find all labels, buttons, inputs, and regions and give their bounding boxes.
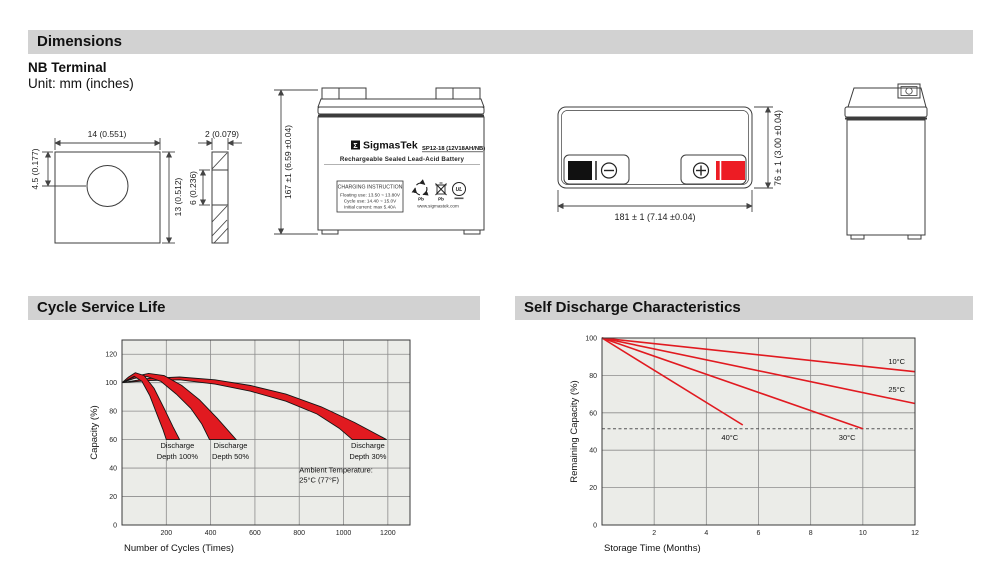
temperature-line — [601, 337, 744, 426]
brand-glyph: Σ — [353, 143, 357, 150]
ul-certification-icon: UL — [452, 182, 466, 200]
chart-annotation: Discharge — [161, 441, 195, 450]
chart-annotation: Depth 50% — [212, 452, 249, 461]
recycle-pb-icon — [411, 179, 429, 196]
x-axis-title: Number of Cycles (Times) — [124, 543, 234, 554]
discharge-depth-band — [121, 376, 387, 441]
dim-terminal-slot: 6 (0.236) — [188, 171, 198, 205]
x-tick-label: 6 — [757, 530, 761, 537]
trash-pb-icon — [435, 182, 447, 196]
positive-terminal-icon — [692, 162, 710, 179]
pb-recycle-label: Pb — [418, 197, 424, 202]
battery-side-drawing — [844, 83, 928, 240]
x-tick-label: 800 — [293, 530, 305, 537]
charging-line2: Cycle use: 14.40 ~ 15.0V — [344, 199, 397, 204]
dim-battery-height: 167 ±1 (6.59 ±0.04) — [283, 125, 293, 199]
battery-subtitle: Rechargeable Sealed Lead-Acid Battery — [340, 156, 465, 163]
charging-line1: Floating use: 13.50 ~ 13.80V — [340, 193, 401, 198]
negative-terminal-swatch — [568, 161, 592, 180]
series-label: 25°C — [888, 385, 905, 394]
temperature-line — [601, 337, 916, 405]
dim-terminal-hole-offset: 4.5 (0.177) — [30, 148, 40, 189]
battery-front-drawing: 167 ±1 (6.59 ±0.04) Σ SigmasTek SP12-18 … — [274, 87, 485, 235]
positive-terminal-swatch — [716, 161, 745, 180]
x-tick-label: 400 — [205, 530, 217, 537]
terminal-side-drawing: 2 (0.079) 6 (0.236) — [188, 129, 242, 244]
section-header-dimensions: Dimensions — [28, 30, 973, 54]
x-tick-label: 2 — [652, 530, 656, 537]
y-tick-label: 100 — [585, 336, 597, 343]
x-tick-label: 600 — [249, 530, 261, 537]
website-text: www.sigmastek.com — [417, 204, 459, 209]
x-tick-label: 4 — [704, 530, 708, 537]
terminal-hole — [86, 165, 129, 207]
x-tick-label: 12 — [911, 530, 919, 537]
y-tick-label: 60 — [109, 437, 117, 444]
x-tick-label: 1000 — [336, 530, 352, 537]
chart-annotation: Discharge — [351, 441, 385, 450]
battery-top-drawing: 181 ± 1 (7.14 ±0.04) 76 ± 1 (3.00 ±0.04) — [557, 106, 783, 222]
y-tick-label: 20 — [109, 494, 117, 501]
y-tick-label: 0 — [113, 523, 117, 530]
section-header-self-discharge: Self Discharge Characteristics — [515, 296, 973, 320]
y-tick-label: 40 — [589, 448, 597, 455]
chart-annotation: Depth 100% — [157, 452, 199, 461]
y-tick-label: 80 — [109, 409, 117, 416]
negative-terminal-icon — [600, 162, 618, 179]
pb-trash-label: Pb — [438, 197, 444, 202]
discharge-depth-band — [121, 372, 238, 441]
model-text: SP12-18 (12V18AH/NB) — [422, 146, 485, 152]
series-label: 10°C — [888, 357, 905, 366]
terminal-type-heading: NB Terminal — [28, 60, 107, 75]
y-axis-title: Capacity (%) — [89, 405, 100, 459]
brand-text: SigmasTek — [363, 140, 418, 152]
dimension-drawings: 14 (0.551) 4.5 (0.177) 13 (0.512) 2 (0.0… — [30, 83, 928, 244]
y-tick-label: 20 — [589, 485, 597, 492]
terminal-front-drawing: 14 (0.551) 4.5 (0.177) 13 (0.512) — [30, 129, 183, 244]
y-tick-label: 100 — [105, 380, 117, 387]
dim-terminal-width: 14 (0.551) — [88, 129, 127, 139]
section-header-cycle-service-life: Cycle Service Life — [28, 296, 480, 320]
x-tick-label: 200 — [160, 530, 172, 537]
cycle-service-life-chart: 200 400 600 800 1000 1200 0 20 40 60 80 100 120 Disch… — [89, 339, 411, 554]
x-tick-label: 10 — [859, 530, 867, 537]
y-tick-label: 120 — [105, 352, 117, 359]
y-tick-label: 0 — [593, 523, 597, 530]
temperature-line — [601, 337, 864, 430]
unit-note: Unit: mm (inches) — [28, 76, 134, 91]
svg-text:UL: UL — [456, 187, 463, 193]
chart-annotation: 25°C (77°F) — [299, 475, 339, 484]
x-tick-label: 1200 — [380, 530, 396, 537]
y-tick-label: 40 — [109, 466, 117, 473]
charging-line3: Initial current: max 5.40A — [344, 205, 397, 210]
chart-annotation: Depth 30% — [349, 452, 386, 461]
y-axis-title: Remaining Capacity (%) — [569, 380, 580, 482]
series-label: 30°C — [839, 433, 856, 442]
x-axis-title: Storage Time (Months) — [604, 543, 701, 554]
self-discharge-chart: 2 4 6 8 10 12 0 20 40 60 80 100 10°C 25°C 30°C 40°C Stor… — [569, 336, 919, 555]
y-tick-label: 60 — [589, 410, 597, 417]
charging-title: CHARGING INSTRUCTION — [338, 185, 403, 191]
dim-battery-width: 181 ± 1 (7.14 ±0.04) — [615, 212, 696, 222]
side-terminal — [897, 83, 921, 99]
dim-terminal-thickness: 2 (0.079) — [205, 129, 239, 139]
chart-annotation: Discharge — [214, 441, 248, 450]
temperature-line — [601, 337, 916, 373]
chart-annotation: Ambient Temperature: — [299, 465, 373, 474]
dim-terminal-height: 13 (0.512) — [173, 177, 183, 216]
brand-logo-icon — [351, 140, 360, 150]
discharge-depth-band — [121, 372, 181, 441]
dim-battery-depth: 76 ± 1 (3.00 ±0.04) — [773, 110, 783, 186]
y-tick-label: 80 — [589, 373, 597, 380]
series-label: 40°C — [721, 433, 738, 442]
charging-instruction-box — [336, 180, 404, 213]
x-tick-label: 8 — [809, 530, 813, 537]
